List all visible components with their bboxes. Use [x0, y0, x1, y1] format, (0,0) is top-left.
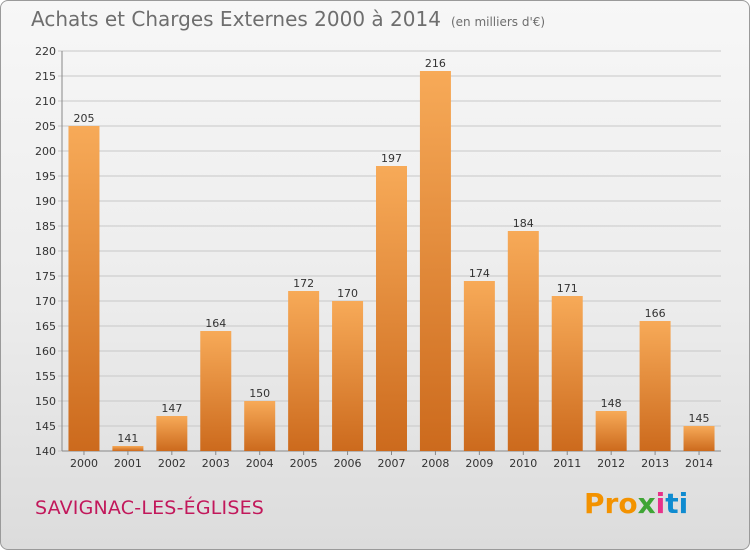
x-tick-label: 2004 [246, 457, 274, 470]
proxiti-logo: Proxiti [584, 487, 688, 520]
x-tick-label: 2014 [685, 457, 713, 470]
y-tick-label: 155 [35, 370, 56, 383]
y-tick-label: 165 [35, 320, 56, 333]
bar [639, 321, 671, 451]
x-tick-label: 2010 [509, 457, 537, 470]
value-label: 171 [557, 282, 578, 295]
y-tick-label: 205 [35, 120, 56, 133]
logo-part-2: x [637, 487, 656, 520]
value-label: 174 [469, 267, 490, 280]
value-label: 166 [645, 307, 666, 320]
y-tick-label: 185 [35, 220, 56, 233]
chart-title-text: Achats et Charges Externes 2000 à 2014 [31, 7, 441, 31]
bar [112, 446, 144, 451]
value-label: 205 [73, 112, 94, 125]
value-label: 147 [161, 402, 182, 415]
bar [683, 426, 715, 451]
value-label: 164 [205, 317, 226, 330]
logo-part-1: Pro [584, 487, 638, 520]
x-tick-label: 2009 [465, 457, 493, 470]
x-tick-label: 2008 [421, 457, 449, 470]
x-tick-label: 2001 [114, 457, 142, 470]
x-tick-label: 2013 [641, 457, 669, 470]
logo-part-3: i [655, 487, 666, 520]
value-labels: 205 141 147 164 150 172 170 197 216 174 184 171 148 1… [73, 57, 709, 445]
y-tick-label: 170 [35, 295, 56, 308]
y-tick-label: 195 [35, 170, 56, 183]
y-tick-label: 220 [35, 45, 56, 58]
bar [507, 231, 539, 451]
y-tick-label: 210 [35, 95, 56, 108]
value-label: 148 [601, 397, 622, 410]
y-tick-label: 145 [35, 420, 56, 433]
x-tick-label: 2007 [378, 457, 406, 470]
bars [68, 71, 715, 451]
x-tick-label: 2006 [334, 457, 362, 470]
chart-subtitle: (en milliers d'€) [450, 15, 546, 29]
value-label: 197 [381, 152, 402, 165]
x-tick-label: 2005 [290, 457, 318, 470]
y-tick-label: 175 [35, 270, 56, 283]
y-tick-label: 160 [35, 345, 56, 358]
chart-title: Achats et Charges Externes 2000 à 2014 (e… [31, 7, 545, 31]
bar [376, 166, 407, 451]
x-tick-label: 2012 [597, 457, 625, 470]
bar [244, 401, 276, 451]
x-tick-label: 2003 [202, 457, 230, 470]
x-tick-label: 2002 [158, 457, 186, 470]
y-tick-labels: 140 145 150 155 160 165 170 175 180 185 190 195 200 2… [35, 45, 56, 458]
bar [332, 301, 364, 451]
value-label: 141 [117, 432, 138, 445]
x-tick-label: 2011 [553, 457, 581, 470]
bar [200, 331, 232, 451]
x-tick-labels: 2000 2001 2002 2003 2004 2005 2006 2007 2008 2009… [70, 457, 713, 470]
value-label: 170 [337, 287, 358, 300]
bar [156, 416, 188, 451]
bar [68, 126, 100, 451]
x-tick-label: 2000 [70, 457, 98, 470]
logo-part-4: ti [665, 487, 689, 520]
bar [595, 411, 627, 451]
bar [551, 296, 583, 451]
y-tick-label: 215 [35, 70, 56, 83]
y-tick-label: 190 [35, 195, 56, 208]
y-tick-label: 180 [35, 245, 56, 258]
bar [463, 281, 495, 451]
bar [419, 71, 451, 451]
value-label: 184 [513, 217, 534, 230]
y-tick-label: 140 [35, 445, 56, 458]
value-label: 172 [293, 277, 314, 290]
value-label: 216 [425, 57, 446, 70]
y-tick-label: 200 [35, 145, 56, 158]
commune-name: SAVIGNAC-LES-ÉGLISES [35, 497, 265, 519]
value-label: 150 [249, 387, 270, 400]
value-label: 145 [689, 412, 710, 425]
y-tick-label: 150 [35, 395, 56, 408]
bar [288, 291, 320, 451]
